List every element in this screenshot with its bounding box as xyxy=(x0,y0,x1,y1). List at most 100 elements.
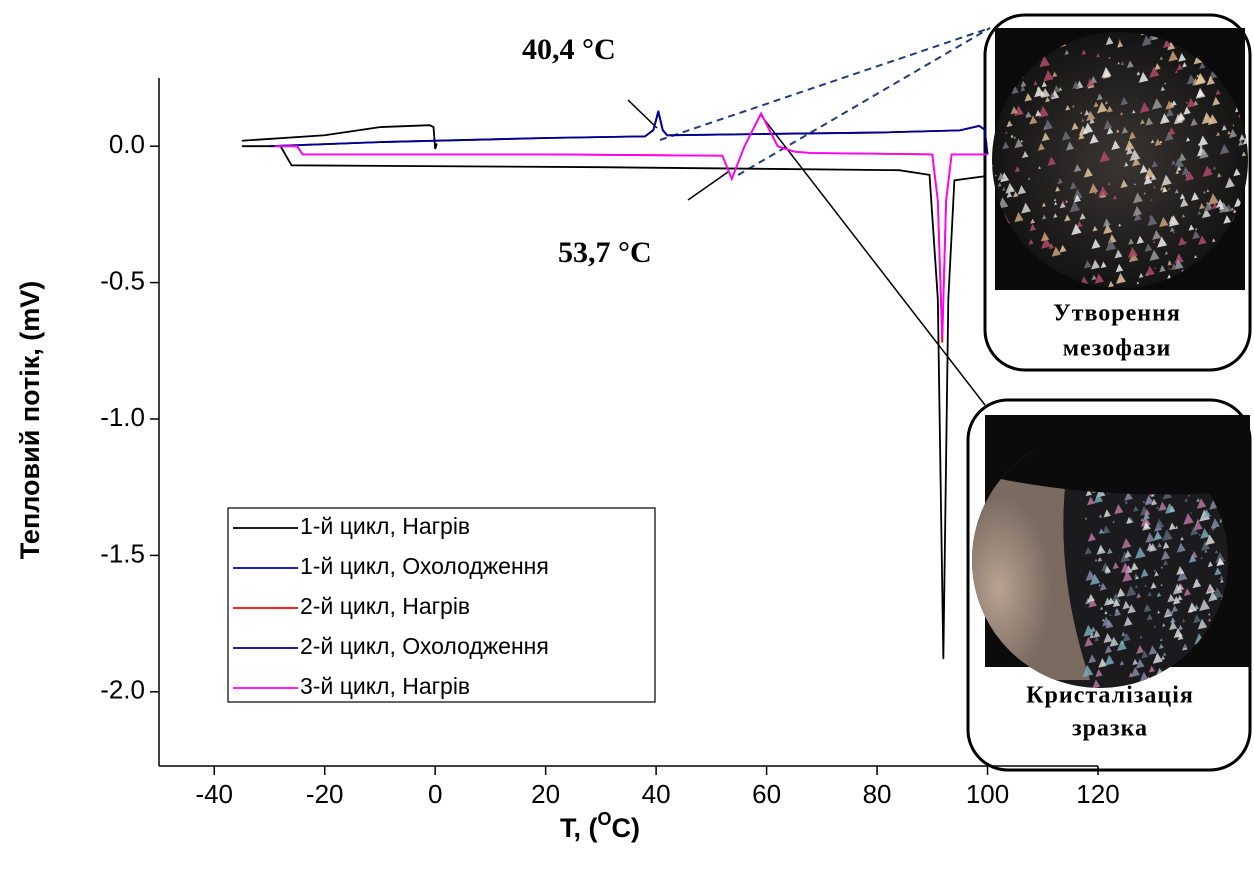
speck xyxy=(1168,215,1176,224)
speck xyxy=(1000,172,1010,183)
speck xyxy=(1133,212,1142,222)
speck xyxy=(1146,613,1153,621)
speck xyxy=(1214,567,1222,576)
speck xyxy=(1230,207,1234,211)
speck xyxy=(1014,138,1024,149)
speck xyxy=(1203,190,1206,194)
speck xyxy=(1114,503,1124,515)
speck xyxy=(1139,101,1150,113)
speck xyxy=(1140,515,1151,527)
speck xyxy=(1089,117,1095,124)
speck xyxy=(1167,260,1173,266)
speck xyxy=(1098,514,1103,518)
speck xyxy=(1136,71,1141,76)
speck xyxy=(1126,516,1133,524)
speck xyxy=(1233,168,1241,177)
speck xyxy=(1161,529,1173,542)
speck xyxy=(1140,119,1145,125)
speck xyxy=(1198,235,1207,245)
speck xyxy=(1179,193,1186,200)
speck xyxy=(1159,216,1169,228)
speck xyxy=(1122,570,1133,582)
speck xyxy=(1194,73,1206,86)
speck xyxy=(1109,613,1112,616)
speck xyxy=(1064,214,1071,222)
speck xyxy=(1064,49,1069,55)
speck xyxy=(1183,106,1191,115)
speck xyxy=(1199,144,1203,149)
speck xyxy=(1170,263,1178,270)
speck xyxy=(1072,104,1075,108)
speck xyxy=(1176,565,1185,576)
legend-label: 3-й цикл, Нагрів xyxy=(300,673,470,699)
speck xyxy=(997,172,1005,181)
speck xyxy=(1161,174,1172,186)
speck xyxy=(1122,600,1131,610)
speck xyxy=(1105,239,1117,252)
speck xyxy=(1078,132,1085,140)
speck xyxy=(1136,235,1144,244)
speck xyxy=(1089,573,1101,586)
speck xyxy=(1103,597,1112,606)
speck xyxy=(1152,229,1162,240)
speck xyxy=(1006,191,1013,198)
speck xyxy=(1126,60,1134,69)
x-tick-label: 100 xyxy=(966,779,1009,809)
series-line xyxy=(269,111,989,155)
speck xyxy=(1089,633,1095,639)
speck xyxy=(1022,150,1029,159)
speck xyxy=(1170,617,1176,624)
speck xyxy=(1175,525,1179,530)
speck xyxy=(1096,544,1106,555)
speck xyxy=(1161,566,1163,569)
speck xyxy=(1041,214,1047,220)
speck xyxy=(1092,679,1101,688)
speck xyxy=(1029,115,1038,125)
speck xyxy=(1024,93,1033,102)
speck xyxy=(1025,113,1028,117)
speck xyxy=(1156,592,1162,597)
speck xyxy=(1115,263,1124,273)
speck xyxy=(1104,654,1115,666)
speck xyxy=(1149,249,1160,261)
speck xyxy=(1025,111,1032,119)
speck xyxy=(1089,133,1099,144)
speck xyxy=(1185,170,1195,181)
speck xyxy=(1111,140,1120,150)
speck xyxy=(1209,68,1219,79)
speck xyxy=(1174,253,1184,264)
x-title-sup: O xyxy=(598,809,612,829)
speck xyxy=(1161,550,1171,561)
speck xyxy=(1129,149,1141,162)
speck xyxy=(1204,549,1208,553)
speck xyxy=(1186,137,1191,142)
speck xyxy=(1094,273,1104,284)
speck xyxy=(1178,152,1187,162)
speck xyxy=(1169,621,1178,631)
speck xyxy=(1208,193,1219,206)
speck xyxy=(1159,265,1166,273)
speck xyxy=(1071,122,1079,131)
speck xyxy=(1152,240,1156,244)
speck xyxy=(1177,569,1188,582)
speck xyxy=(1101,66,1112,78)
speck xyxy=(1158,501,1168,512)
speck xyxy=(1097,101,1108,114)
speck xyxy=(1127,246,1138,258)
speck xyxy=(1178,52,1187,62)
speck xyxy=(1135,575,1139,580)
speck xyxy=(1168,127,1176,136)
speck xyxy=(1114,249,1123,259)
speck xyxy=(1198,533,1201,536)
speck xyxy=(1170,227,1175,233)
speck xyxy=(1132,205,1143,217)
speck xyxy=(1216,131,1221,137)
speck xyxy=(1143,175,1153,185)
speck xyxy=(1142,500,1145,504)
speck xyxy=(1232,124,1235,127)
speck xyxy=(1144,495,1154,506)
speck xyxy=(1203,202,1212,212)
speck xyxy=(1197,618,1208,630)
speck xyxy=(1163,652,1167,656)
speck xyxy=(1177,236,1187,246)
